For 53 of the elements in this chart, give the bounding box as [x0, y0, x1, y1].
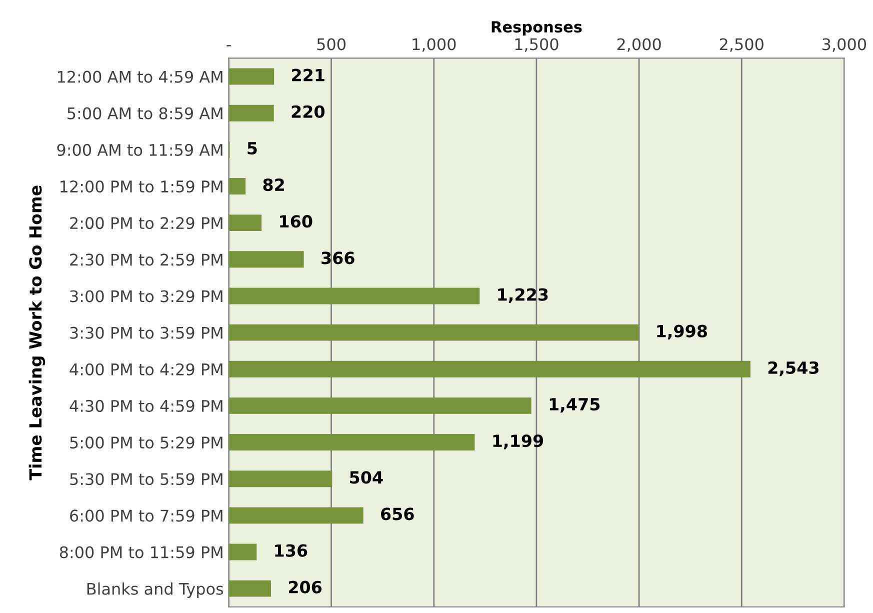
x-tick-label: 2,000	[617, 38, 661, 52]
bar	[228, 178, 246, 194]
data-label: 206	[288, 580, 322, 594]
x-tick-label: 2,500	[720, 38, 764, 52]
data-label: 82	[263, 178, 284, 192]
data-label: 220	[292, 105, 325, 118]
y-tick-label: 4:30 PM to 4:59 PM	[70, 400, 222, 412]
data-label: 1,199	[493, 434, 544, 450]
y-axis-title: Time Leaving Work to Go Home	[28, 186, 46, 480]
bar	[228, 470, 332, 488]
x-tick-label: 3,000	[822, 38, 866, 52]
bar	[228, 288, 480, 304]
data-label: 2,543	[768, 361, 818, 376]
data-label: 1,475	[550, 398, 600, 413]
data-label: 136	[275, 544, 308, 557]
data-label: 504	[350, 471, 383, 484]
y-tick-label: 3:30 PM to 3:59 PM	[70, 326, 222, 339]
y-tick-label: 2:00 PM to 2:29 PM	[70, 217, 222, 230]
y-tick-label: 12:00 AM to 4:59 AM	[58, 70, 222, 83]
y-tick-label: 3:00 PM to 3:29 PM	[70, 290, 222, 302]
x-tick-label: 1,500	[515, 38, 558, 52]
bar	[228, 397, 532, 414]
y-tick-label: 6:00 PM to 7:59 PM	[70, 510, 222, 522]
data-label: 1,998	[657, 324, 707, 340]
y-tick-label: 8:00 PM to 11:59 PM	[60, 546, 222, 558]
y-tick-label: Blanks and Typos	[87, 582, 224, 598]
x-tick-label: -	[226, 45, 231, 46]
data-label: 366	[322, 252, 354, 264]
y-tick-label: 2:30 PM to 2:59 PM	[70, 254, 222, 266]
bar	[228, 544, 257, 560]
bar	[228, 580, 271, 597]
bar	[228, 214, 262, 232]
data-label: 160	[280, 215, 312, 228]
bar	[228, 434, 475, 451]
data-label: 5	[248, 142, 257, 155]
x-tick-label: 500	[317, 38, 346, 50]
y-tick-label: 5:00 AM to 8:59 AM	[68, 107, 222, 120]
y-tick-label: 4:00 PM to 4:29 PM	[70, 363, 222, 376]
x-axis-title: Responses	[492, 21, 582, 36]
bar	[228, 104, 274, 122]
y-tick-label: 9:00 AM to 11:59 AM	[57, 144, 222, 156]
y-tick-label: 12:00 PM to 1:59 PM	[60, 180, 222, 193]
bar	[228, 251, 304, 268]
y-tick-label: 5:30 PM to 5:59 PM	[70, 473, 222, 486]
bar	[228, 507, 364, 524]
bar	[228, 68, 274, 85]
y-tick-label: 5:00 PM to 5:29 PM	[70, 436, 222, 449]
bar	[228, 324, 639, 341]
x-tick-label: 1,000	[412, 38, 456, 52]
data-label: 656	[381, 508, 414, 520]
data-label: 1,223	[498, 288, 548, 303]
bar	[228, 360, 750, 378]
data-label: 221	[292, 68, 324, 82]
